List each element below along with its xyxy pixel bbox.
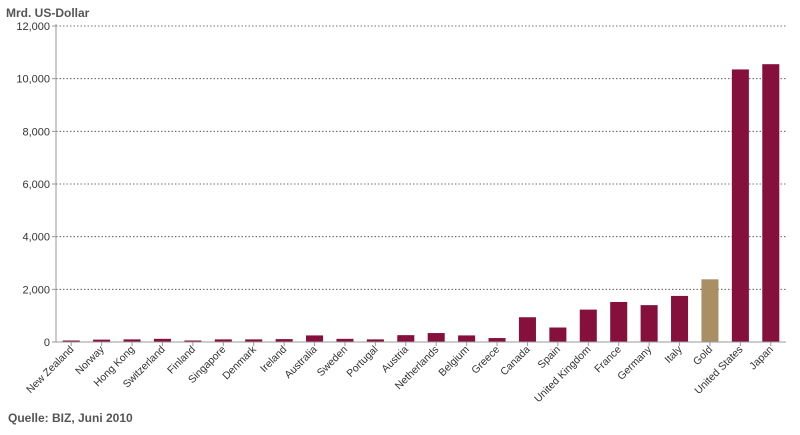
bar-spain [549,327,567,342]
bar-united-kingdom [579,309,597,342]
bar-australia [306,335,324,342]
bar-germany [640,305,658,342]
x-category-label: Spain [536,344,564,372]
bar-portugal [366,339,384,342]
x-category-label: Portugal [344,344,380,380]
bars [62,64,780,342]
y-tick-label: 4,000 [22,232,50,244]
x-category-label: Gold [691,344,715,368]
x-category-label: Germany [615,343,655,383]
bar-austria [397,335,415,342]
y-tick-label: 0 [44,337,50,349]
bar-denmark [245,339,263,342]
bar-hong-kong [123,339,141,342]
bar-norway [93,339,111,342]
bar-united-states [731,69,749,342]
bar-netherlands [427,333,445,342]
gridlines [56,25,786,290]
x-category-label: Canada [498,344,533,379]
y-tick-label: 2,000 [22,284,50,296]
x-category-label: Belgium [436,343,471,378]
bar-italy [671,295,689,342]
y-axis-title: Mrd. US-Dollar [6,6,90,20]
y-tick-label: 12,000 [16,21,50,33]
bar-ireland [275,339,293,342]
x-category-label: Japan [747,344,776,373]
bar-finland [184,340,202,342]
bar-new-zealand [62,340,80,342]
bar-sweden [336,338,354,342]
x-category-label: Greece [469,344,502,377]
x-category-label: United Kingdom [532,343,593,404]
bar-greece [488,338,506,342]
bar-singapore [214,339,232,342]
source-note: Quelle: BIZ, Juni 2010 [8,411,133,425]
bar-switzerland [153,338,171,342]
x-category-label: Denmark [220,343,259,382]
bar-canada [518,317,536,342]
y-tick-label: 6,000 [22,179,50,191]
x-category-label: New Zealand [24,344,76,396]
bar-japan [762,64,780,342]
y-tick-label: 8,000 [22,126,50,138]
x-category-label: Sweden [315,344,350,379]
bar-belgium [458,335,476,342]
bar-france [610,301,628,342]
x-category-label: Australia [282,344,319,381]
bar-gold [701,279,719,342]
y-axis-ticks: 0 2,000 4,000 6,000 8,000 10,000 12,000 [16,21,56,349]
x-category-label: Italy [663,343,686,366]
y-tick-label: 10,000 [16,74,50,86]
